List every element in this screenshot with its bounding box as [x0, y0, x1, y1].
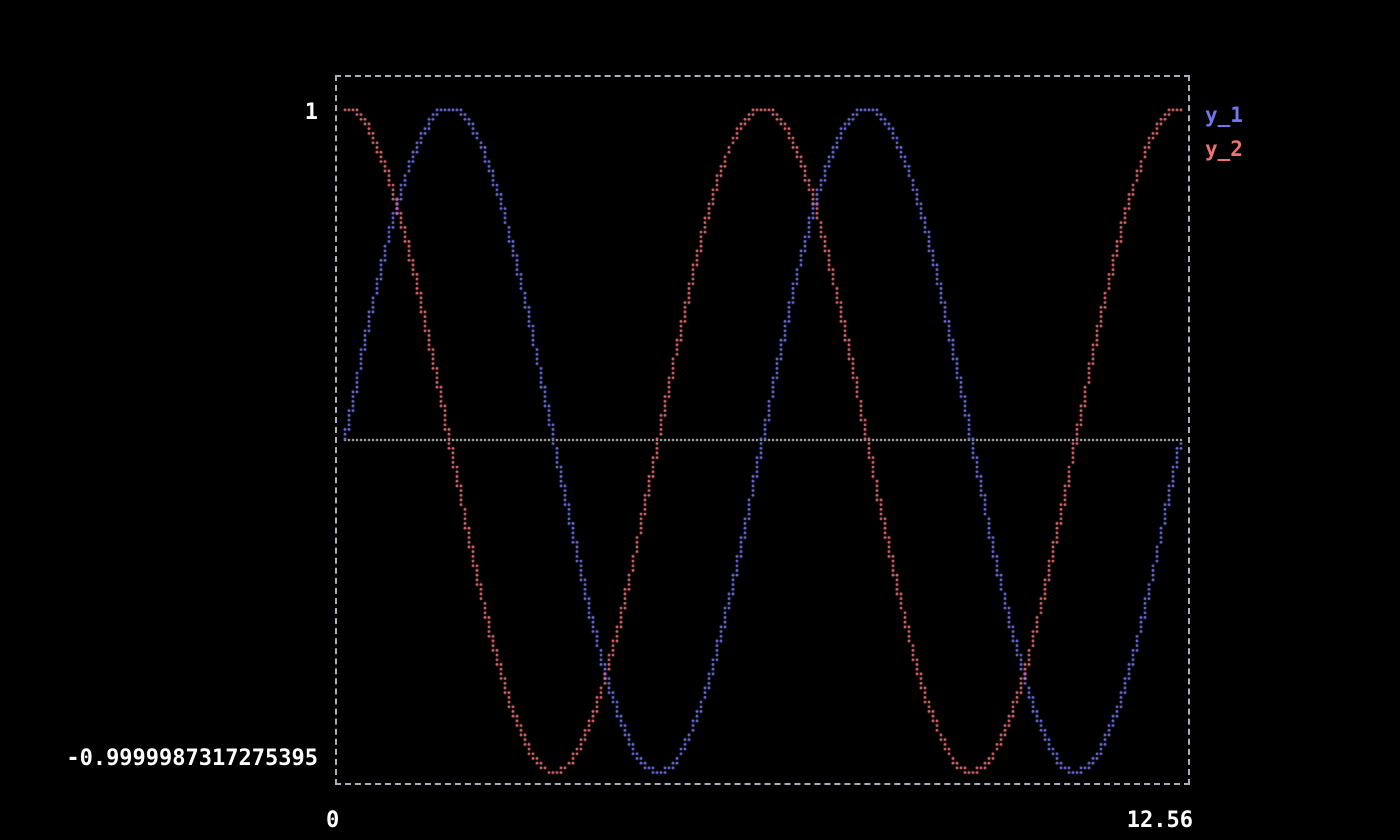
plot-area	[335, 75, 1190, 785]
y-axis-max-label: 1	[304, 100, 318, 125]
x-axis-max-label: 12.56	[1126, 808, 1193, 833]
legend-item-y1: y_1	[1205, 103, 1243, 127]
legend-item-y2: y_2	[1205, 137, 1243, 161]
plot-canvas	[337, 77, 1188, 783]
x-axis-min-label: 0	[326, 808, 340, 833]
legend: y_1 y_2	[1205, 98, 1243, 166]
y-axis-min-label: -0.9999987317275395	[66, 746, 318, 771]
